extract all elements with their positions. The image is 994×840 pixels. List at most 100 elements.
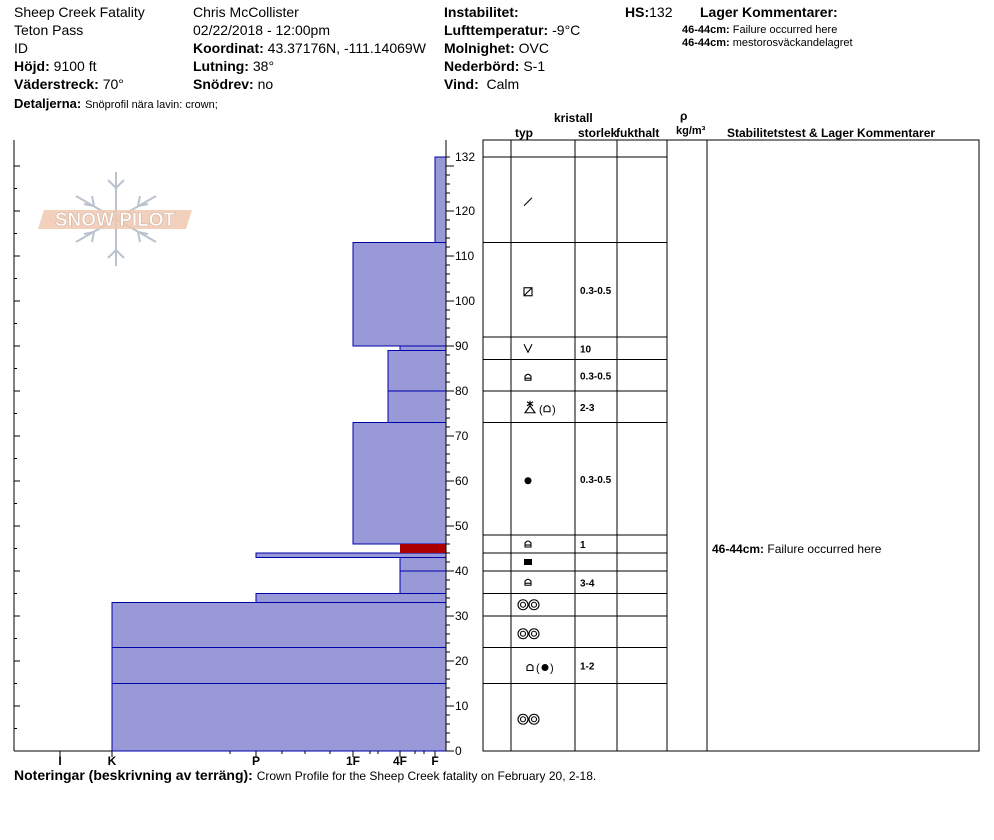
round-icon <box>524 477 532 485</box>
hardness-tick-label: P <box>252 754 260 768</box>
elevation-label: Höjd: <box>14 58 50 74</box>
layer-bar <box>399 557 447 572</box>
depth-tick-label: 70 <box>455 429 469 443</box>
faceted-icon <box>524 540 532 548</box>
faceted-and-round-icon: () <box>526 663 554 675</box>
svg-text:): ) <box>552 404 556 416</box>
layer-bar <box>111 647 447 684</box>
depth-tick-label: 120 <box>455 204 475 218</box>
header-rho: ρ <box>680 109 688 123</box>
depth-tick-label: 10 <box>455 699 469 713</box>
details-value: Snöprofil nära lavin: crown; <box>85 99 218 111</box>
precip-value: S-1 <box>523 58 546 74</box>
footer-label: Noteringar (beskrivning av terräng): <box>14 767 253 783</box>
layer-comment-1-depth: 46-44cm: <box>682 24 730 36</box>
svg-text:): ) <box>550 663 554 675</box>
layer-bar <box>111 602 447 648</box>
layer-bar <box>352 422 447 545</box>
layer-bar <box>434 156 447 243</box>
header-stability: Stabilitetstest & Lager Kommentarer <box>727 126 936 140</box>
stability-comment-depth: 46-44cm: <box>712 542 765 556</box>
coord-value: 43.37176N, -111.14069W <box>267 40 426 56</box>
airtemp-value: -9°C <box>552 22 581 38</box>
layer-comment-2-text: mestorosväckandelagret <box>732 37 853 49</box>
rounded-pair-icon <box>517 713 540 725</box>
instability-row: Instabilitet: <box>444 4 519 20</box>
airtemp-label: Lufttemperatur: <box>444 22 549 38</box>
header-kristall: kristall <box>554 111 593 125</box>
drift-value: no <box>257 76 274 92</box>
grain-size-label: 1 <box>580 540 586 551</box>
grain-size-label: 1-2 <box>580 662 595 673</box>
fragment-icon <box>523 197 533 207</box>
drift-row: Snödrev: no <box>193 76 273 92</box>
faceted-icon <box>524 578 532 586</box>
sky-label: Molnighet: <box>444 40 515 56</box>
footer-notes: Noteringar (beskrivning av terräng): Cro… <box>14 767 596 783</box>
layer-bar <box>399 345 447 351</box>
depth-tick-label: 90 <box>455 339 469 353</box>
hardness-tick-label: F <box>431 754 438 768</box>
header-fukthalt: fukthalt <box>616 126 660 140</box>
footer-text: Crown Profile for the Sheep Creek fatali… <box>256 769 597 783</box>
elevation-value: 9100 ft <box>53 58 97 74</box>
depth-tick-label: 110 <box>455 249 474 263</box>
wind-value: Calm <box>486 76 520 92</box>
rounded-pair-icon <box>517 628 540 640</box>
depth-tick-label: 80 <box>455 384 469 398</box>
hardness-tick-label: 1F <box>346 754 360 768</box>
slope-row: Lutning: 38° <box>193 58 274 74</box>
aspect-row: Väderstreck: 70° <box>14 76 124 92</box>
depth-tick-label: 132 <box>455 150 475 164</box>
aspect-value: 70° <box>102 76 124 92</box>
header-typ: typ <box>515 126 533 140</box>
slope-value: 38° <box>252 58 275 74</box>
layer-bar <box>352 242 447 347</box>
observation-datetime: 02/22/2018 - 12:00pm <box>193 22 330 38</box>
depth-tick-label: 20 <box>455 654 469 668</box>
grain-size-label: 10 <box>580 344 592 355</box>
wind-label: Vind: <box>444 76 479 92</box>
elevation-row: Höjd: 9100 ft <box>14 58 96 74</box>
coord-label: Koordinat: <box>193 40 264 56</box>
depth-tick-label: 30 <box>455 609 469 623</box>
precip-label: Nederbörd: <box>444 58 520 74</box>
layer-bar <box>255 593 447 603</box>
layer-bar <box>399 570 447 594</box>
aspect-label: Väderstreck: <box>14 76 99 92</box>
site-name: Sheep Creek Fatality <box>14 4 145 20</box>
layer-comment-2-depth: 46-44cm: <box>682 37 730 49</box>
hardness-tick-label: 4F <box>393 754 407 768</box>
drift-label: Snödrev: <box>193 76 254 92</box>
svg-text:(: ( <box>536 663 540 675</box>
coord-row: Koordinat: 43.37176N, -111.14069W <box>193 40 426 56</box>
observer-name: Chris McCollister <box>193 4 299 20</box>
sky-row: Molnighet: OVC <box>444 40 549 56</box>
instability-label: Instabilitet: <box>444 4 519 20</box>
layer-bar <box>255 552 447 558</box>
hardness-tick-label: K <box>108 754 117 768</box>
layer-bar <box>111 683 447 752</box>
grain-size-label: 0.3-0.5 <box>580 475 612 486</box>
surface-hoar-faceted-icon: () <box>523 400 556 416</box>
depth-tick-label: 0 <box>455 744 462 758</box>
hardness-tick-label: I <box>58 754 61 768</box>
details-row: Detaljerna: Snöprofil nära lavin: crown; <box>14 95 218 112</box>
hs-label: HS: <box>625 4 650 20</box>
stability-comment-text: Failure occurred here <box>767 542 882 556</box>
crust-icon <box>524 559 532 565</box>
rounded-pair-icon <box>517 599 540 611</box>
header-storlek: storlek <box>578 126 618 140</box>
grain-table-frame <box>482 139 980 752</box>
header-density-unit: kg/m³ <box>676 125 706 137</box>
layer-comment-2: 46-44cm: mestorosväckandelagret <box>682 37 853 50</box>
failure-layer-mark <box>400 544 446 553</box>
grain-size-label: 3-4 <box>580 578 595 589</box>
airtemp-row: Lufttemperatur: -9°C <box>444 22 580 38</box>
layer-comments-title: Lager Kommentarer: <box>700 4 838 20</box>
wind-row: Vind: Calm <box>444 76 519 92</box>
faceted-icon <box>524 373 532 381</box>
depth-tick-label: 100 <box>455 294 475 308</box>
details-label: Detaljerna: <box>14 96 82 111</box>
